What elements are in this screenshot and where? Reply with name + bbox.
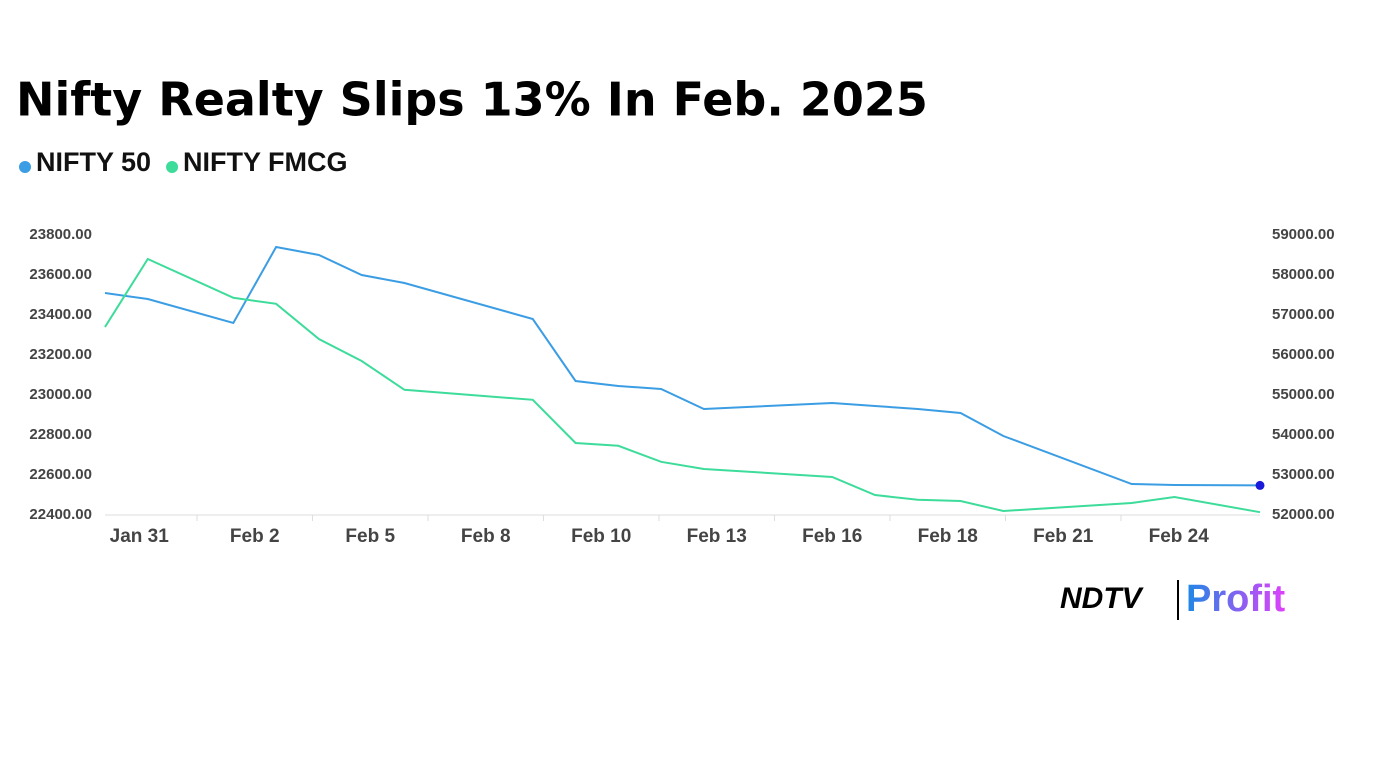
y2-tick-label: 54000.00 — [1272, 426, 1335, 443]
legend: NIFTY 50 NIFTY FMCG — [19, 147, 348, 177]
x-tick-label: Feb 2 — [230, 526, 280, 547]
x-tick-label: Feb 13 — [687, 526, 747, 547]
x-tick-label: Feb 10 — [571, 526, 631, 547]
y2-tick-label: 57000.00 — [1272, 306, 1335, 323]
x-tick-label: Feb 18 — [918, 526, 978, 547]
legend-marker — [166, 161, 179, 173]
y-tick-label: 22400.00 — [29, 506, 92, 523]
y-tick-label: 23800.00 — [29, 226, 92, 243]
y2-tick-label: 53000.00 — [1272, 466, 1335, 483]
y-tick-label: 23200.00 — [29, 346, 92, 363]
series-line — [104, 257, 1261, 514]
logo-product: Profit — [1186, 578, 1286, 620]
y2-tick-label: 58000.00 — [1272, 266, 1335, 283]
x-tick-label: Feb 5 — [345, 526, 395, 547]
legend-marker — [19, 161, 31, 173]
end-marker — [1255, 480, 1265, 490]
y-tick-label: 23000.00 — [29, 386, 92, 403]
logo: NDTV Profit — [1060, 578, 1286, 620]
series-line — [104, 245, 1261, 487]
legend-label: NIFTY FMCG — [183, 147, 348, 177]
y2-tick-label: 52000.00 — [1272, 506, 1335, 523]
chart-title: Nifty Realty Slips 13% In Feb. 2025 — [16, 73, 928, 127]
plot: 22400.00 22600.00 22800.00 23000.00 23200.00… — [29, 226, 1334, 547]
logo-brand: NDTV — [1060, 582, 1145, 615]
x-tick-label: Feb 16 — [802, 526, 862, 547]
x-tick-label: Feb 24 — [1149, 526, 1210, 547]
y2-tick-label: 55000.00 — [1272, 386, 1335, 403]
x-tick-label: Feb 21 — [1033, 526, 1094, 547]
legend-label: NIFTY 50 — [36, 147, 151, 177]
y2-tick-label: 59000.00 — [1272, 226, 1335, 243]
y-tick-label: 22600.00 — [29, 466, 92, 483]
x-tick-label: Feb 8 — [461, 526, 511, 547]
y2-tick-label: 56000.00 — [1272, 346, 1335, 363]
y-tick-label: 23600.00 — [29, 266, 92, 283]
y-tick-label: 23400.00 — [29, 306, 92, 323]
y-tick-label: 22800.00 — [29, 426, 92, 443]
x-tick-label: Jan 31 — [110, 526, 170, 547]
